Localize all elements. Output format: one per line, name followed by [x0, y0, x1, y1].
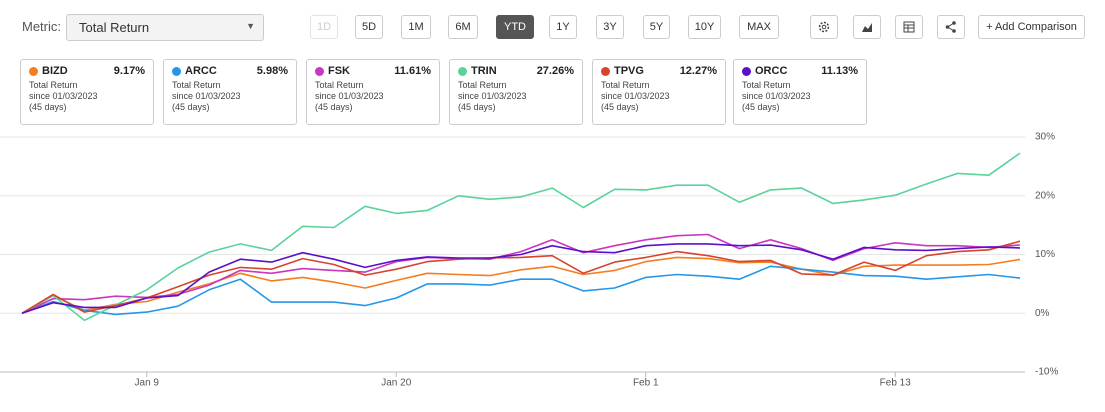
ticker-name: ORCC [755, 65, 788, 77]
card-days: (45 days) [172, 102, 210, 112]
card-days: (45 days) [29, 102, 67, 112]
card-since: since 01/03/2023 [742, 91, 811, 101]
card-metric: Total Return [601, 80, 650, 90]
icon [862, 23, 872, 32]
legend-swatch [458, 66, 467, 76]
y-tick-label: 20% [1035, 190, 1055, 201]
card-header: BIZD 9.17% [29, 65, 145, 77]
ticker-card[interactable]: FSK 11.61% Total Return since 01/03/2023 (45… [306, 59, 440, 125]
card-metric: Total Return [172, 80, 221, 90]
ticker-name: ARCC [185, 65, 217, 77]
card-metric: Total Return [742, 80, 791, 90]
period-button[interactable]: 1M [401, 15, 431, 39]
share-button[interactable] [937, 15, 965, 39]
x-tick-label: Feb 1 [633, 378, 659, 389]
card-header: ARCC 5.98% [172, 65, 288, 77]
ticker-change: 11.13% [821, 65, 858, 77]
dropdown-arrow: ▼ [246, 21, 255, 31]
y-tick-label: 0% [1035, 308, 1050, 319]
ticker-change: 9.17% [113, 65, 145, 77]
ticker-change: 5.98% [256, 65, 288, 77]
y-tick-label: 30% [1035, 132, 1055, 143]
legend-swatch [315, 66, 324, 76]
card-since: since 01/03/2023 [172, 91, 241, 101]
card-days: (45 days) [458, 102, 496, 112]
ticker-card[interactable]: ORCC 11.13% Total Return since 01/03/2023 (4… [733, 59, 867, 125]
period-button[interactable]: YTD [496, 15, 534, 39]
legend-swatch [172, 66, 181, 76]
card-days: (45 days) [315, 102, 353, 112]
ticker-card[interactable]: TRIN 27.26% Total Return since 01/03/2023 (4… [449, 59, 583, 125]
settings-button[interactable] [810, 15, 838, 39]
legend-swatch [29, 66, 38, 76]
card-header: ORCC 11.13% [742, 65, 858, 77]
x-tick-label: Jan 9 [135, 378, 160, 389]
icon [903, 21, 915, 33]
card-metric: Total Return [458, 80, 507, 90]
period-button[interactable]: 1Y [549, 15, 577, 39]
y-tick-label: 10% [1035, 249, 1055, 260]
series-line [21, 256, 1021, 314]
metric-label: Metric: [22, 19, 61, 34]
legend-swatch [742, 66, 751, 76]
period-button[interactable]: 6M [448, 15, 478, 39]
card-metric: Total Return [29, 80, 78, 90]
ticker-card[interactable]: ARCC 5.98% Total Return since 01/03/2023 (45… [163, 59, 297, 125]
series-line [21, 233, 1021, 315]
add-comparison-button[interactable]: + Add Comparison [978, 15, 1085, 39]
period-button[interactable]: 5Y [643, 15, 670, 39]
card-since: since 01/03/2023 [315, 91, 384, 101]
ticker-card[interactable]: BIZD 9.17% Total Return since 01/03/2023 (45… [20, 59, 154, 125]
period-button[interactable]: MAX [739, 15, 779, 39]
ticker-name: TPVG [614, 65, 644, 77]
ticker-name: BIZD [42, 65, 68, 77]
chart-type-button[interactable] [853, 15, 881, 39]
card-since: since 01/03/2023 [458, 91, 527, 101]
card-since: since 01/03/2023 [29, 91, 98, 101]
card-header: FSK 11.61% [315, 65, 431, 77]
x-tick-label: Jan 20 [381, 378, 411, 389]
period-button[interactable]: 5D [355, 15, 383, 39]
series-line [21, 265, 1021, 316]
ticker-change: 12.27% [679, 65, 717, 77]
card-days: (45 days) [742, 102, 780, 112]
icon [945, 21, 956, 33]
period-button[interactable]: 3Y [596, 15, 624, 39]
card-since: since 01/03/2023 [601, 91, 670, 101]
series-line [21, 243, 1021, 315]
icon [818, 21, 830, 33]
card-days: (45 days) [601, 102, 639, 112]
period-button[interactable]: 10Y [688, 15, 721, 39]
ticker-name: TRIN [471, 65, 497, 77]
ticker-card[interactable]: TPVG 12.27% Total Return since 01/03/2023 (4… [592, 59, 726, 125]
card-header: TRIN 27.26% [458, 65, 574, 77]
x-tick-label: Feb 13 [880, 378, 912, 389]
metric-dropdown[interactable]: Total Return ▼ [66, 14, 264, 41]
card-metric: Total Return [315, 80, 364, 90]
table-button[interactable] [895, 15, 923, 39]
ticker-change: 27.26% [536, 65, 574, 77]
metric-value: Total Return [79, 20, 150, 35]
card-header: TPVG 12.27% [601, 65, 717, 77]
ticker-change: 11.61% [394, 65, 431, 77]
series-line [21, 240, 1021, 314]
y-tick-label: -10% [1035, 367, 1058, 378]
period-button[interactable]: 1D [310, 15, 338, 39]
series-line [21, 152, 1021, 322]
legend-swatch [601, 66, 610, 76]
ticker-name: FSK [328, 65, 350, 77]
